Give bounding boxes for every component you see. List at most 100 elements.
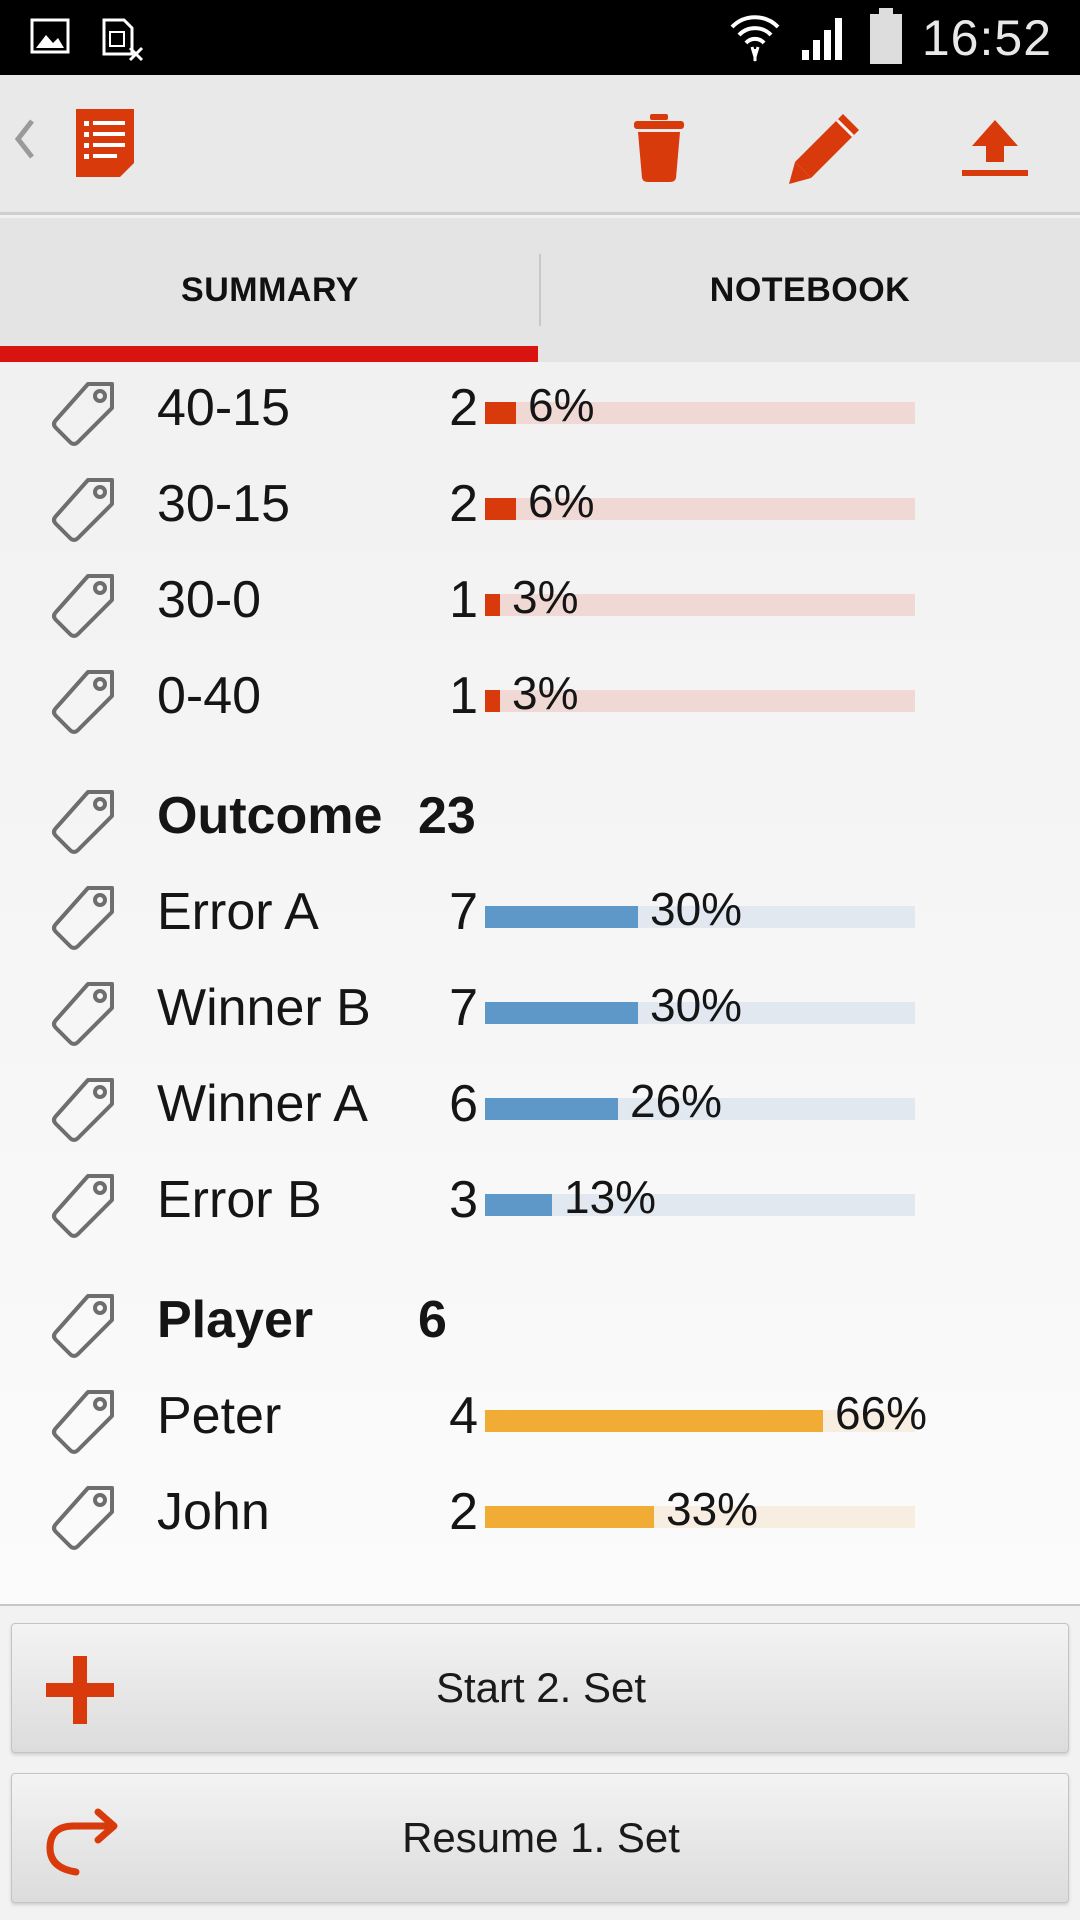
notes-list-icon[interactable] (76, 109, 134, 177)
redo-arrow-icon (42, 1802, 118, 1878)
item-percent: 30% (650, 979, 743, 1031)
list-item[interactable]: 0-40 1 3% (0, 650, 1080, 746)
item-percent: 6% (528, 475, 595, 527)
tag-icon (48, 668, 118, 738)
item-count: 7 (449, 979, 478, 1037)
bar-track (485, 906, 915, 928)
bar-track (485, 1506, 915, 1528)
group-total: 23 (418, 787, 476, 845)
tab-notebook[interactable]: NOTEBOOK (709, 270, 911, 309)
item-label: Peter (157, 1387, 282, 1445)
bar-fill (485, 498, 516, 520)
list-item[interactable]: John 2 33% (0, 1466, 1080, 1562)
edit-button[interactable] (780, 105, 870, 195)
item-count: 6 (449, 1075, 478, 1133)
bar-fill (485, 1098, 618, 1120)
plus-icon (42, 1652, 118, 1728)
tag-icon (48, 572, 118, 642)
item-percent: 66% (835, 1387, 928, 1439)
tab-summary[interactable]: SUMMARY (181, 270, 359, 309)
item-label: Error B (157, 1171, 322, 1229)
bar-fill (485, 594, 500, 616)
item-count: 7 (449, 883, 478, 941)
item-percent: 33% (666, 1483, 759, 1535)
item-label: 0-40 (157, 667, 262, 725)
wifi-icon (728, 9, 782, 68)
bar-fill (485, 402, 516, 424)
list-item[interactable]: Winner B 7 30% (0, 962, 1080, 1058)
bar-fill (485, 1506, 654, 1528)
delete-button[interactable] (614, 105, 704, 195)
item-label: John (157, 1483, 270, 1541)
tag-icon (48, 1172, 118, 1242)
tag-icon (48, 1076, 118, 1146)
item-label: 40-15 (157, 379, 290, 437)
item-label: 30-0 (157, 571, 262, 629)
item-percent: 6% (528, 379, 595, 431)
bar-fill (485, 1002, 638, 1024)
tag-icon (48, 1484, 118, 1554)
sim-error-notification-icon (100, 18, 146, 67)
list-item[interactable]: Winner A 6 26% (0, 1058, 1080, 1154)
bar-track (485, 402, 915, 424)
item-label: 30-15 (157, 475, 290, 533)
group-total: 6 (418, 1291, 447, 1349)
group-label: Outcome (157, 787, 383, 845)
gallery-notification-icon (30, 18, 70, 67)
tag-icon (48, 1388, 118, 1458)
bar-fill (485, 690, 500, 712)
group-header-outcome[interactable]: Outcome 23 (0, 770, 1080, 866)
group-header-player[interactable]: Player 6 (0, 1274, 1080, 1370)
bottom-divider (0, 1604, 1080, 1606)
list-item[interactable]: Peter 4 66% (0, 1370, 1080, 1466)
bar-track (485, 1098, 915, 1120)
item-label: Error A (157, 883, 319, 941)
start-set-button[interactable]: Start 2. Set (11, 1623, 1069, 1753)
item-percent: 26% (630, 1075, 723, 1127)
tag-icon (48, 1292, 118, 1362)
item-count: 1 (449, 571, 478, 629)
bar-fill (485, 906, 638, 928)
list-item[interactable]: 30-0 1 3% (0, 554, 1080, 650)
battery-icon (868, 7, 904, 70)
upload-button[interactable] (950, 105, 1040, 195)
tag-icon (48, 476, 118, 546)
resume-set-button[interactable]: Resume 1. Set (11, 1773, 1069, 1903)
summary-list: 40-15 2 6% 30-15 2 6% 30-0 1 3% 0-40 1 3… (0, 362, 1080, 1604)
selected-tab-indicator (0, 346, 538, 362)
item-count: 3 (449, 1171, 478, 1229)
item-count: 1 (449, 667, 478, 725)
status-bar: 16:52 (0, 0, 1080, 75)
item-percent: 3% (512, 571, 579, 623)
tab-bar: SUMMARY NOTEBOOK (0, 218, 1080, 362)
signal-icon (800, 10, 850, 67)
list-item[interactable]: 40-15 2 6% (0, 362, 1080, 458)
bar-track (485, 594, 915, 616)
list-item[interactable]: 30-15 2 6% (0, 458, 1080, 554)
bar-fill (485, 1194, 552, 1216)
pencil-icon (787, 110, 863, 191)
item-percent: 30% (650, 883, 743, 935)
list-item[interactable]: Error A 7 30% (0, 866, 1080, 962)
bar-track (485, 1002, 915, 1024)
tag-icon (48, 980, 118, 1050)
item-percent: 3% (512, 667, 579, 719)
list-item[interactable]: Error B 3 13% (0, 1154, 1080, 1250)
bar-track (485, 1410, 915, 1432)
bar-track (485, 1194, 915, 1216)
group-label: Player (157, 1291, 314, 1349)
action-bar (0, 75, 1080, 215)
item-label: Winner B (157, 979, 371, 1037)
bar-track (485, 498, 915, 520)
bar-fill (485, 1410, 823, 1432)
trash-icon (634, 113, 684, 187)
item-label: Winner A (157, 1075, 368, 1133)
start-set-label: Start 2. Set (435, 1664, 647, 1711)
tag-icon (48, 380, 118, 450)
bar-track (485, 690, 915, 712)
resume-set-label: Resume 1. Set (402, 1814, 680, 1861)
tab-divider (539, 254, 541, 326)
clock: 16:52 (921, 10, 1052, 66)
chevron-left-icon[interactable] (12, 115, 36, 173)
upload-icon (960, 118, 1030, 183)
